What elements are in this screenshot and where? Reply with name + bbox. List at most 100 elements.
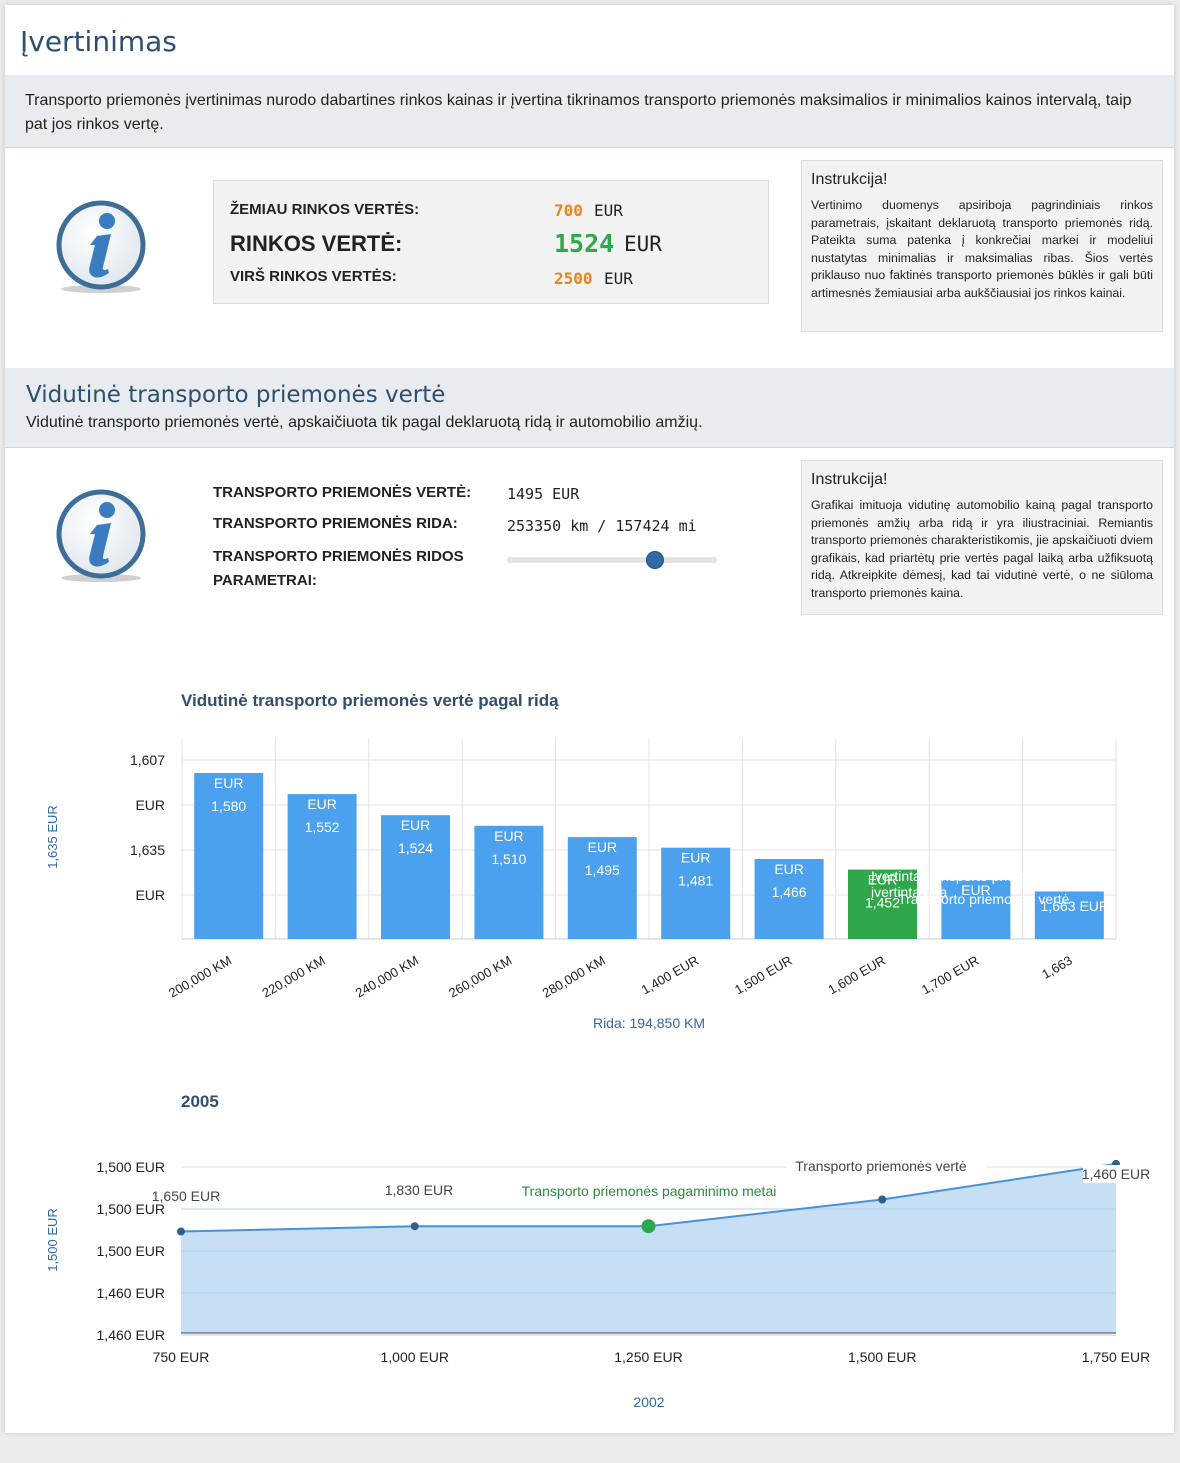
market-value-label: RINKOS VERTĖ: — [230, 231, 403, 256]
x-tick-label: 200,000 KM — [166, 953, 234, 1001]
bar-value-label: 1,452 — [865, 895, 900, 911]
mileage-params-label-line1: TRANSPORTO PRIEMONĖS RIDOS — [213, 548, 464, 565]
below-market-currency: EUR — [594, 201, 623, 220]
bar-currency-label: EUR — [214, 775, 244, 791]
y-tick-label: 1,635 — [130, 842, 165, 858]
tooltip-text: Rida: 185,100 — [1020, 875, 1107, 891]
y-axis-title: 1,635 EUR — [45, 805, 60, 869]
instruction-box-valuation: Instrukcija! Vertinimo duomenys apsiribo… — [801, 160, 1163, 332]
mileage-bar-chart: 1,607 EUR 1,635 EUR EUR 1,580 200,000 KM EUR 1,5… — [45, 739, 1117, 1031]
y-tick-label: EUR — [135, 887, 165, 903]
bar-currency-label: EUR — [868, 872, 898, 888]
y-tick-label: 1,500 EUR — [97, 1159, 165, 1175]
x-tick-label: 1,663 — [1039, 953, 1075, 982]
bar[interactable] — [287, 794, 357, 939]
bar[interactable] — [194, 772, 264, 939]
info-icon — [56, 489, 146, 582]
tooltip-text: 1,663 EUR — [1041, 898, 1109, 914]
x-tick-label: 1,400 EUR — [639, 953, 702, 998]
bar-chart-title: Vidutinė transporto priemonės vertė paga… — [181, 691, 559, 710]
average-value-banner: Vidutinė transporto priemonės vertė Vidu… — [5, 368, 1174, 448]
area-fill — [181, 1163, 1116, 1333]
x-tick-label: 1,600 EUR — [825, 953, 888, 998]
info-icon — [56, 200, 146, 293]
x-tick-label: 240,000 KM — [353, 953, 421, 1001]
age-area-chart: 1,500 EUR 1,500 EUR 1,500 EUR 1,460 EUR 1,46… — [45, 1155, 1161, 1410]
y-tick-label: EUR — [135, 797, 165, 813]
valuation-card: Įvertinimas Transporto priemonės įvertin… — [5, 5, 1174, 1433]
tooltip-label: Transporto priemonės vertė — [795, 1158, 967, 1174]
bar-currency-label: EUR — [401, 817, 431, 833]
data-point[interactable] — [410, 1222, 419, 1231]
highlight-label: Transporto priemonės pagaminimo metai — [522, 1183, 777, 1199]
y-axis-title: 1,500 EUR — [45, 1208, 60, 1272]
instruction-box-average: Instrukcija! Grafikai imituoja vidutinę … — [801, 460, 1163, 615]
market-value: 1524 — [554, 229, 615, 258]
bar[interactable] — [567, 837, 637, 939]
tooltip-bg — [787, 1155, 987, 1175]
above-market-label: VIRŠ RINKOS VERTĖS: — [230, 268, 397, 285]
x-tick-label: 750 EUR — [153, 1349, 210, 1365]
above-market-value: 2500 — [554, 269, 593, 288]
market-value-box: ŽEMIAU RINKOS VERTĖS: 700 EUR RINKOS VER… — [213, 180, 769, 304]
area-chart-title: 2005 — [181, 1092, 219, 1111]
data-point[interactable] — [878, 1195, 887, 1204]
bar[interactable] — [474, 825, 544, 939]
y-tick-label: 1,460 EUR — [97, 1285, 165, 1301]
market-value-currency: EUR — [624, 232, 662, 256]
x-tick-label: 220,000 KM — [259, 953, 327, 1001]
valuation-description: Transporto priemonės įvertinimas nurodo … — [5, 75, 1174, 148]
y-tick-label: 1,500 EUR — [97, 1243, 165, 1259]
x-tick-label: 1,750 EUR — [1082, 1349, 1150, 1365]
x-axis-title: 2002 — [633, 1394, 664, 1410]
mileage-slider-track[interactable] — [507, 557, 717, 563]
below-market-value: 700 — [554, 201, 583, 220]
vehicle-value: 1495 EUR — [507, 485, 580, 503]
bar-currency-label: EUR — [774, 861, 804, 877]
x-tick-label: 280,000 KM — [540, 953, 608, 1001]
y-tick-label: 1,460 EUR — [97, 1327, 165, 1343]
vehicle-mileage: 253350 km / 157424 mi — [507, 517, 697, 535]
instruction-text: Grafikai imituoja vidutinę automobilio k… — [811, 498, 1153, 600]
bar[interactable] — [661, 847, 731, 939]
point-label: 1,650 EUR — [152, 1188, 220, 1204]
highlight-point[interactable] — [641, 1219, 656, 1234]
bar-currency-label: EUR — [588, 839, 618, 855]
bar[interactable] — [848, 869, 917, 939]
bar-value-label: 1,481 — [678, 873, 713, 889]
average-value-subtitle: Vidutinė transporto priemonės vertė, aps… — [26, 414, 703, 431]
bar-value-label: 1,495 — [585, 862, 620, 878]
mileage-slider-handle[interactable] — [646, 551, 664, 569]
bar-value-label: 1,510 — [491, 851, 526, 867]
below-market-label: ŽEMIAU RINKOS VERTĖS: — [230, 201, 420, 218]
bar[interactable] — [381, 815, 450, 939]
instruction-title: Instrukcija! — [811, 471, 888, 488]
x-axis-title: Rida: 194,850 KM — [593, 1015, 705, 1031]
x-tick-label: 260,000 KM — [446, 953, 514, 1001]
instruction-title: Instrukcija! — [811, 171, 888, 188]
x-tick-label: 1,500 EUR — [732, 953, 795, 998]
bar[interactable] — [941, 880, 1011, 939]
tooltip-text: įvertinta rida — [871, 884, 947, 900]
data-point[interactable] — [177, 1227, 185, 1236]
bar[interactable] — [1034, 891, 1104, 939]
above-market-currency: EUR — [604, 269, 633, 288]
page-title: Įvertinimas — [20, 25, 177, 58]
bar-value-label: 1,580 — [211, 798, 246, 814]
x-tick-label: 1,700 EUR — [919, 953, 982, 998]
mileage-params-label: TRANSPORTO PRIEMONĖS RIDOS PARAMETRAI: — [213, 545, 464, 593]
vehicle-value-label: TRANSPORTO PRIEMONĖS VERTĖ: — [213, 484, 472, 501]
tooltip-text: Įvertinta transporto priemonės vertė — [871, 868, 1092, 884]
x-tick-label: 1,250 EUR — [614, 1349, 682, 1365]
x-tick-label: 1,000 EUR — [381, 1349, 449, 1365]
bar[interactable] — [754, 859, 824, 939]
x-tick-label: 1,500 EUR — [848, 1349, 916, 1365]
bar-currency-label: EUR — [307, 796, 337, 812]
instruction-text: Vertinimo duomenys apsiriboja pagrindini… — [811, 198, 1153, 300]
bar-value-label: 1,466 — [772, 884, 807, 900]
mileage-params-label-line2: PARAMETRAI: — [213, 572, 317, 589]
tooltip-text: Transporto priemonės vertė — [898, 891, 1070, 907]
vehicle-mileage-label: TRANSPORTO PRIEMONĖS RIDA: — [213, 515, 458, 532]
point-label-bg — [1083, 1165, 1161, 1183]
y-tick-label: 1,607 — [130, 752, 165, 768]
